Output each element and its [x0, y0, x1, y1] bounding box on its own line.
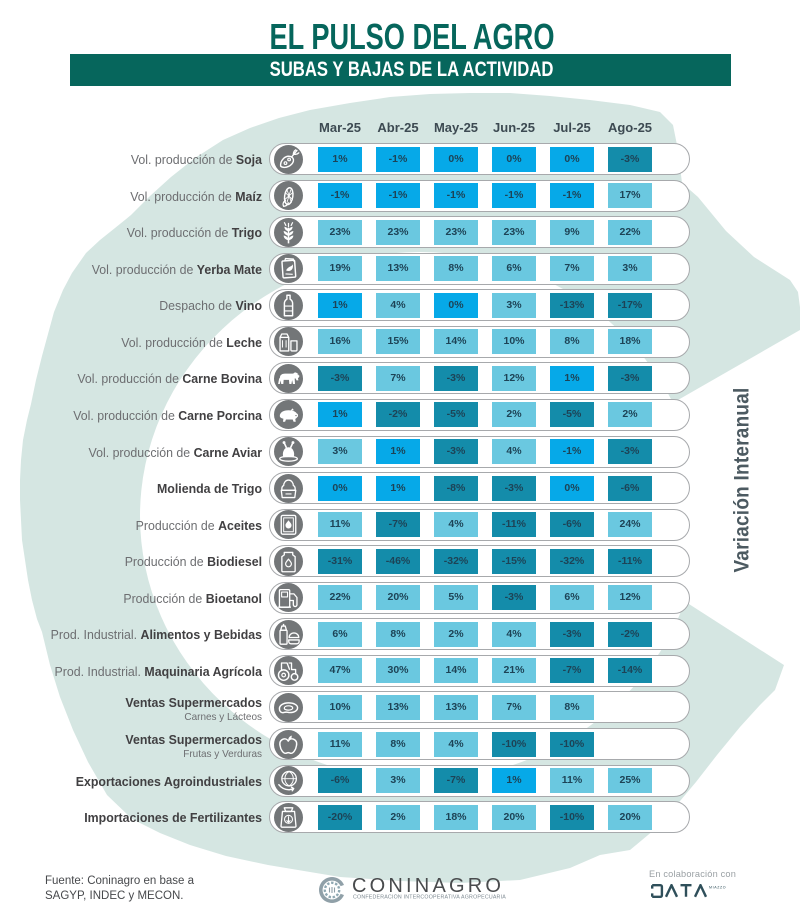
svg-text:MIAZZO: MIAZZO [709, 886, 726, 890]
